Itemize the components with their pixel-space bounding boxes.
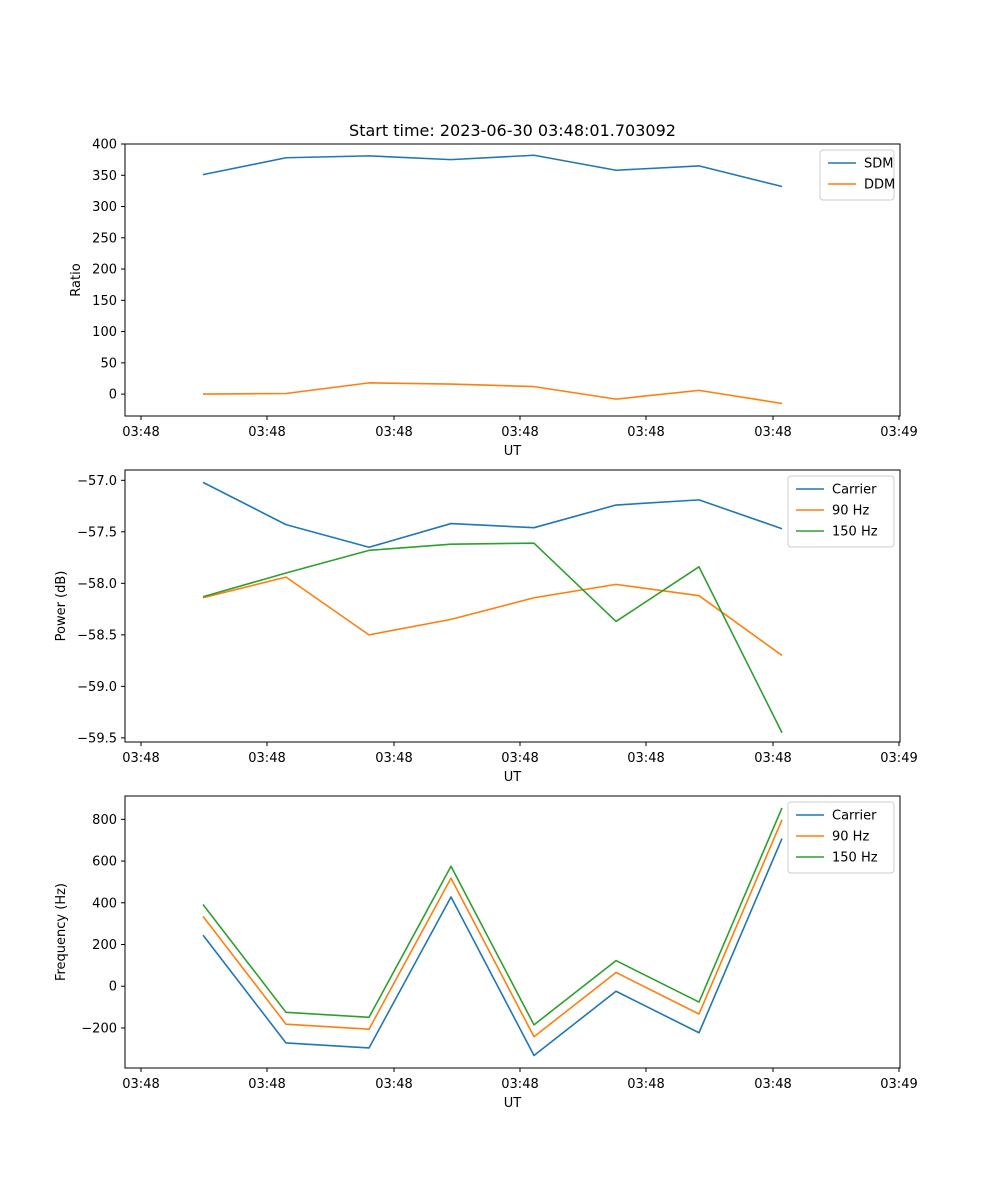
y-tick-label: −59.0 <box>77 680 117 695</box>
figure-title: Start time: 2023-06-30 03:48:01.703092 <box>349 121 676 140</box>
x-tick-label: 03:48 <box>122 425 159 440</box>
series-line-90-hz <box>202 576 783 657</box>
x-tick-label: 03:49 <box>880 751 917 766</box>
y-tick-label: 100 <box>92 325 117 340</box>
x-tick-label: 03:48 <box>754 751 791 766</box>
x-tick-label: 03:49 <box>880 425 917 440</box>
y-tick-label: −200 <box>81 1021 117 1036</box>
chart-panels: 0 50 100 150 200 250 300 350 400 03:48 03:48 03:48 0… <box>54 138 918 1112</box>
y-axis-label: Power (dB) <box>54 571 69 642</box>
x-axis-label: UT <box>504 444 522 459</box>
plot-frame <box>124 469 901 743</box>
plot-frame <box>124 795 901 1069</box>
legend-entry: SDM <box>864 157 893 172</box>
chart-panel-3: −200 0 200 400 600 800 03:48 03:48 03:48 03:48 03:… <box>54 795 918 1111</box>
series-line-150-hz <box>202 807 783 1026</box>
chart-panel-2: −57.0 −57.5 −58.0 −58.5 −59.0 −59.5 03:48 03:48… <box>54 469 918 785</box>
legend-entry: 90 Hz <box>832 504 869 519</box>
y-tick-label: 200 <box>92 938 117 953</box>
y-tick-label: 200 <box>92 263 117 278</box>
y-tick-label: −58.0 <box>77 577 117 592</box>
y-tick-label: 300 <box>92 200 117 215</box>
y-tick-label: 150 <box>92 294 117 309</box>
y-tick-label: 0 <box>109 980 117 995</box>
y-tick-label: 350 <box>92 169 117 184</box>
legend: Carrier 90 Hz 150 Hz <box>787 801 895 874</box>
legend: SDM DDM <box>819 149 895 201</box>
x-tick-label: 03:48 <box>501 425 538 440</box>
series-line-90-hz <box>202 819 783 1038</box>
x-tick-label: 03:48 <box>754 1077 791 1092</box>
x-axis-label: UT <box>504 1096 522 1111</box>
x-axis-label: UT <box>504 770 522 785</box>
x-tick-label: 03:48 <box>122 751 159 766</box>
y-tick-label: 600 <box>92 855 117 870</box>
x-tick-label: 03:48 <box>375 1077 412 1092</box>
series-line-carrier <box>202 838 783 1057</box>
y-tick-label: 400 <box>92 138 117 153</box>
legend-entry: 150 Hz <box>832 525 878 540</box>
legend: Carrier 90 Hz 150 Hz <box>787 475 895 548</box>
x-tick-label: 03:48 <box>627 1077 664 1092</box>
x-tick-label: 03:48 <box>248 751 285 766</box>
y-tick-label: −58.5 <box>77 628 117 643</box>
x-tick-label: 03:48 <box>754 425 791 440</box>
y-axis-label: Ratio <box>69 263 84 296</box>
legend-entry: Carrier <box>832 483 877 498</box>
x-tick-label: 03:48 <box>501 1077 538 1092</box>
x-tick-label: 03:48 <box>627 425 664 440</box>
x-tick-label: 03:48 <box>375 425 412 440</box>
x-tick-label: 03:48 <box>627 751 664 766</box>
series-line-150-hz <box>202 542 783 734</box>
y-tick-label: −57.5 <box>77 525 117 540</box>
y-tick-label: −59.5 <box>77 731 117 746</box>
series-line-ddm <box>202 382 783 405</box>
y-tick-label: 0 <box>109 388 117 403</box>
legend-box <box>787 475 895 548</box>
y-axis-label: Frequency (Hz) <box>54 883 69 981</box>
legend-entry: DDM <box>864 178 895 193</box>
y-tick-label: −57.0 <box>77 474 117 489</box>
y-tick-label: 400 <box>92 896 117 911</box>
x-tick-label: 03:49 <box>880 1077 917 1092</box>
series-line-sdm <box>202 154 783 188</box>
legend-box <box>787 801 895 874</box>
y-tick-label: 50 <box>100 356 117 371</box>
legend-entry: Carrier <box>832 809 877 824</box>
chart-panel-1: 0 50 100 150 200 250 300 350 400 03:48 03:48 03:48 0… <box>69 138 918 460</box>
series-line-carrier <box>202 481 783 549</box>
x-tick-label: 03:48 <box>501 751 538 766</box>
x-tick-label: 03:48 <box>375 751 412 766</box>
y-tick-label: 800 <box>92 813 117 828</box>
x-tick-label: 03:48 <box>248 1077 285 1092</box>
legend-entry: 90 Hz <box>832 830 869 845</box>
x-tick-label: 03:48 <box>122 1077 159 1092</box>
legend-entry: 150 Hz <box>832 851 878 866</box>
x-tick-label: 03:48 <box>248 425 285 440</box>
y-tick-label: 250 <box>92 231 117 246</box>
plot-frame <box>124 143 901 417</box>
